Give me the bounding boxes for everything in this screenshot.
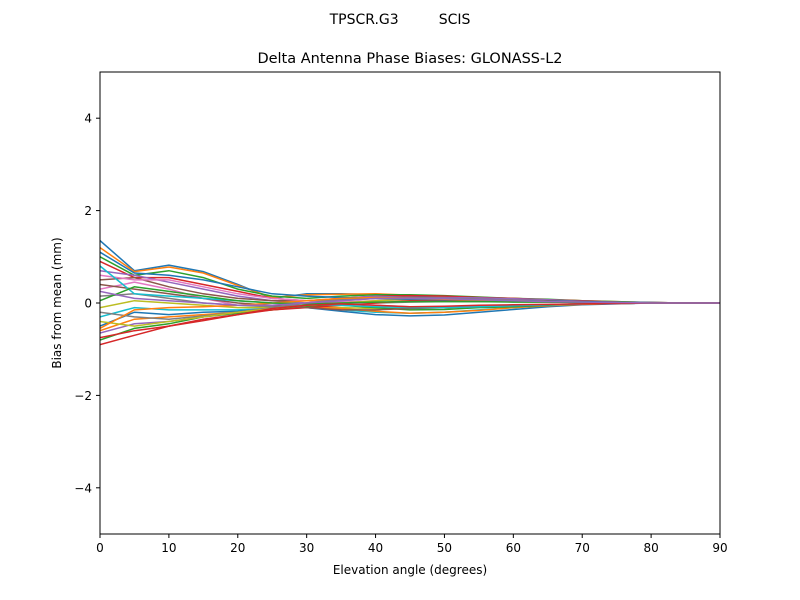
x-tick-label: 20 — [230, 541, 245, 555]
series-line — [100, 290, 720, 307]
y-tick-label: −4 — [74, 481, 92, 495]
x-tick-label: 60 — [506, 541, 521, 555]
x-tick-label: 90 — [712, 541, 727, 555]
y-tick-label: 2 — [84, 204, 92, 218]
series-line — [100, 302, 720, 339]
y-axis-label: Bias from mean (mm) — [50, 237, 64, 368]
x-tick-label: 50 — [437, 541, 452, 555]
chart-title: Delta Antenna Phase Biases: GLONASS-L2 — [257, 51, 562, 67]
x-axis: 0 10 20 30 40 50 60 70 80 90 — [96, 534, 728, 555]
x-tick-label: 0 — [96, 541, 104, 555]
y-axis: −4 −2 0 2 4 — [74, 112, 100, 495]
y-tick-label: 0 — [84, 297, 92, 311]
x-axis-label: Elevation angle (degrees) — [333, 563, 487, 577]
series-lines — [100, 240, 720, 346]
x-tick-label: 10 — [161, 541, 176, 555]
x-tick-label: 80 — [643, 541, 658, 555]
y-tick-label: 4 — [84, 112, 92, 126]
x-tick-label: 70 — [575, 541, 590, 555]
x-tick-label: 40 — [368, 541, 383, 555]
y-tick-label: −2 — [74, 389, 92, 403]
chart-suptitle: TPSCR.G3 SCIS — [329, 12, 471, 28]
x-tick-label: 30 — [299, 541, 314, 555]
